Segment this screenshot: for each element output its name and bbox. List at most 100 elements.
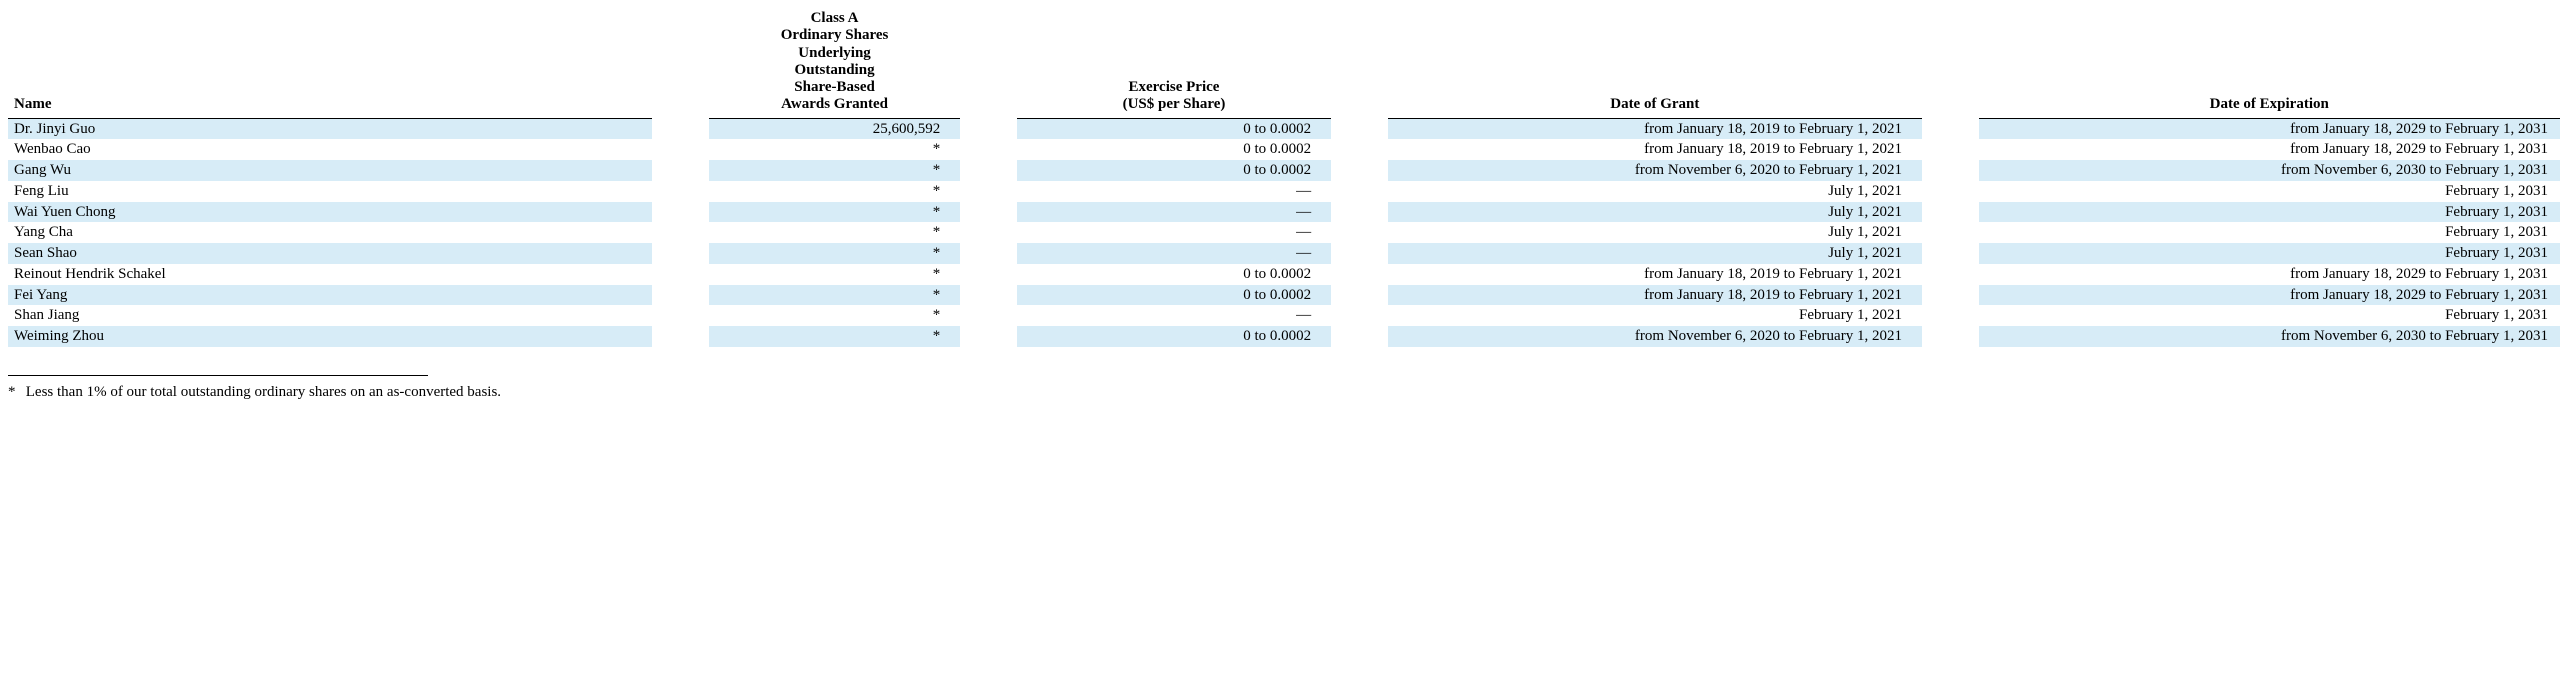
footnote-text: Less than 1% of our total outstanding or…	[26, 384, 501, 400]
cell-price: —	[1017, 305, 1331, 326]
cell-spacer	[960, 118, 1017, 139]
cell-price: 0 to 0.0002	[1017, 285, 1331, 306]
cell-price: —	[1017, 202, 1331, 223]
col-header-shares: Class AOrdinary SharesUnderlyingOutstand…	[709, 8, 960, 118]
cell-grant: from November 6, 2020 to February 1, 202…	[1388, 326, 1922, 347]
cell-spacer	[960, 160, 1017, 181]
cell-spacer	[1331, 326, 1388, 347]
cell-spacer	[960, 264, 1017, 285]
cell-spacer	[652, 160, 709, 181]
cell-spacer	[1922, 222, 1979, 243]
cell-shares: *	[709, 139, 960, 160]
cell-spacer	[652, 326, 709, 347]
cell-grant: July 1, 2021	[1388, 222, 1922, 243]
cell-price: 0 to 0.0002	[1017, 139, 1331, 160]
cell-spacer	[1331, 118, 1388, 139]
awards-table: Name Class AOrdinary SharesUnderlyingOut…	[8, 8, 2560, 347]
cell-grant: from November 6, 2020 to February 1, 202…	[1388, 160, 1922, 181]
cell-expiration: from January 18, 2029 to February 1, 203…	[1979, 264, 2560, 285]
cell-spacer	[1331, 160, 1388, 181]
cell-spacer	[1922, 326, 1979, 347]
cell-expiration: from November 6, 2030 to February 1, 203…	[1979, 160, 2560, 181]
col-header-expiration: Date of Expiration	[1979, 8, 2560, 118]
cell-expiration: February 1, 2031	[1979, 222, 2560, 243]
cell-spacer	[1922, 243, 1979, 264]
col-spacer	[960, 8, 1017, 118]
cell-spacer	[652, 202, 709, 223]
cell-spacer	[1331, 285, 1388, 306]
cell-spacer	[1922, 139, 1979, 160]
cell-spacer	[652, 181, 709, 202]
cell-shares: 25,600,592	[709, 118, 960, 139]
cell-price: —	[1017, 243, 1331, 264]
cell-spacer	[1331, 243, 1388, 264]
cell-spacer	[652, 222, 709, 243]
cell-expiration: February 1, 2031	[1979, 202, 2560, 223]
cell-name: Shan Jiang	[8, 305, 652, 326]
cell-name: Weiming Zhou	[8, 326, 652, 347]
cell-price: 0 to 0.0002	[1017, 326, 1331, 347]
cell-spacer	[960, 202, 1017, 223]
cell-expiration: from January 18, 2029 to February 1, 203…	[1979, 118, 2560, 139]
cell-spacer	[1922, 202, 1979, 223]
cell-shares: *	[709, 202, 960, 223]
cell-spacer	[960, 139, 1017, 160]
cell-grant: from January 18, 2019 to February 1, 202…	[1388, 264, 1922, 285]
cell-price: 0 to 0.0002	[1017, 118, 1331, 139]
col-header-grant: Date of Grant	[1388, 8, 1922, 118]
cell-name: Gang Wu	[8, 160, 652, 181]
cell-spacer	[1331, 305, 1388, 326]
cell-shares: *	[709, 160, 960, 181]
col-header-price: Exercise Price(US$ per Share)	[1017, 8, 1331, 118]
table-row: Sean Shao*—July 1, 2021February 1, 2031	[8, 243, 2560, 264]
table-body: Dr. Jinyi Guo25,600,5920 to 0.0002from J…	[8, 118, 2560, 347]
cell-spacer	[1922, 264, 1979, 285]
table-row: Shan Jiang*—February 1, 2021February 1, …	[8, 305, 2560, 326]
cell-name: Yang Cha	[8, 222, 652, 243]
cell-shares: *	[709, 181, 960, 202]
cell-expiration: February 1, 2031	[1979, 181, 2560, 202]
table-row: Yang Cha * — July 1, 2021 February 1, 2031	[8, 222, 2560, 243]
cell-price: 0 to 0.0002	[1017, 160, 1331, 181]
col-spacer	[652, 8, 709, 118]
cell-spacer	[1922, 181, 1979, 202]
cell-name: Fei Yang	[8, 285, 652, 306]
cell-shares: *	[709, 326, 960, 347]
table-header-row: Name Class AOrdinary SharesUnderlyingOut…	[8, 8, 2560, 118]
cell-spacer	[960, 181, 1017, 202]
cell-grant: July 1, 2021	[1388, 202, 1922, 223]
cell-spacer	[960, 305, 1017, 326]
cell-grant: February 1, 2021	[1388, 305, 1922, 326]
cell-spacer	[1922, 118, 1979, 139]
cell-spacer	[652, 243, 709, 264]
cell-grant: from January 18, 2019 to February 1, 202…	[1388, 139, 1922, 160]
cell-name: Wenbao Cao	[8, 139, 652, 160]
cell-price: —	[1017, 222, 1331, 243]
cell-spacer	[1922, 285, 1979, 306]
cell-spacer	[1331, 139, 1388, 160]
cell-spacer	[960, 222, 1017, 243]
cell-spacer	[652, 118, 709, 139]
cell-name: Wai Yuen Chong	[8, 202, 652, 223]
footnote: * Less than 1% of our total outstanding …	[8, 384, 2560, 401]
footnote-divider	[8, 375, 428, 376]
cell-expiration: February 1, 2031	[1979, 243, 2560, 264]
cell-grant: from January 18, 2019 to February 1, 202…	[1388, 285, 1922, 306]
cell-name: Reinout Hendrik Schakel	[8, 264, 652, 285]
table-row: Reinout Hendrik Schakel*0 to 0.0002from …	[8, 264, 2560, 285]
cell-spacer	[1331, 264, 1388, 285]
cell-expiration: from November 6, 2030 to February 1, 203…	[1979, 326, 2560, 347]
cell-name: Feng Liu	[8, 181, 652, 202]
cell-expiration: from January 18, 2029 to February 1, 203…	[1979, 285, 2560, 306]
cell-shares: *	[709, 264, 960, 285]
cell-spacer	[652, 139, 709, 160]
cell-spacer	[1922, 305, 1979, 326]
cell-shares: *	[709, 285, 960, 306]
cell-spacer	[1331, 202, 1388, 223]
cell-spacer	[1331, 181, 1388, 202]
table-row: Fei Yang * 0 to 0.0002 from January 18, 201…	[8, 285, 2560, 306]
cell-shares: *	[709, 222, 960, 243]
cell-spacer	[652, 305, 709, 326]
cell-spacer	[960, 326, 1017, 347]
cell-grant: July 1, 2021	[1388, 243, 1922, 264]
